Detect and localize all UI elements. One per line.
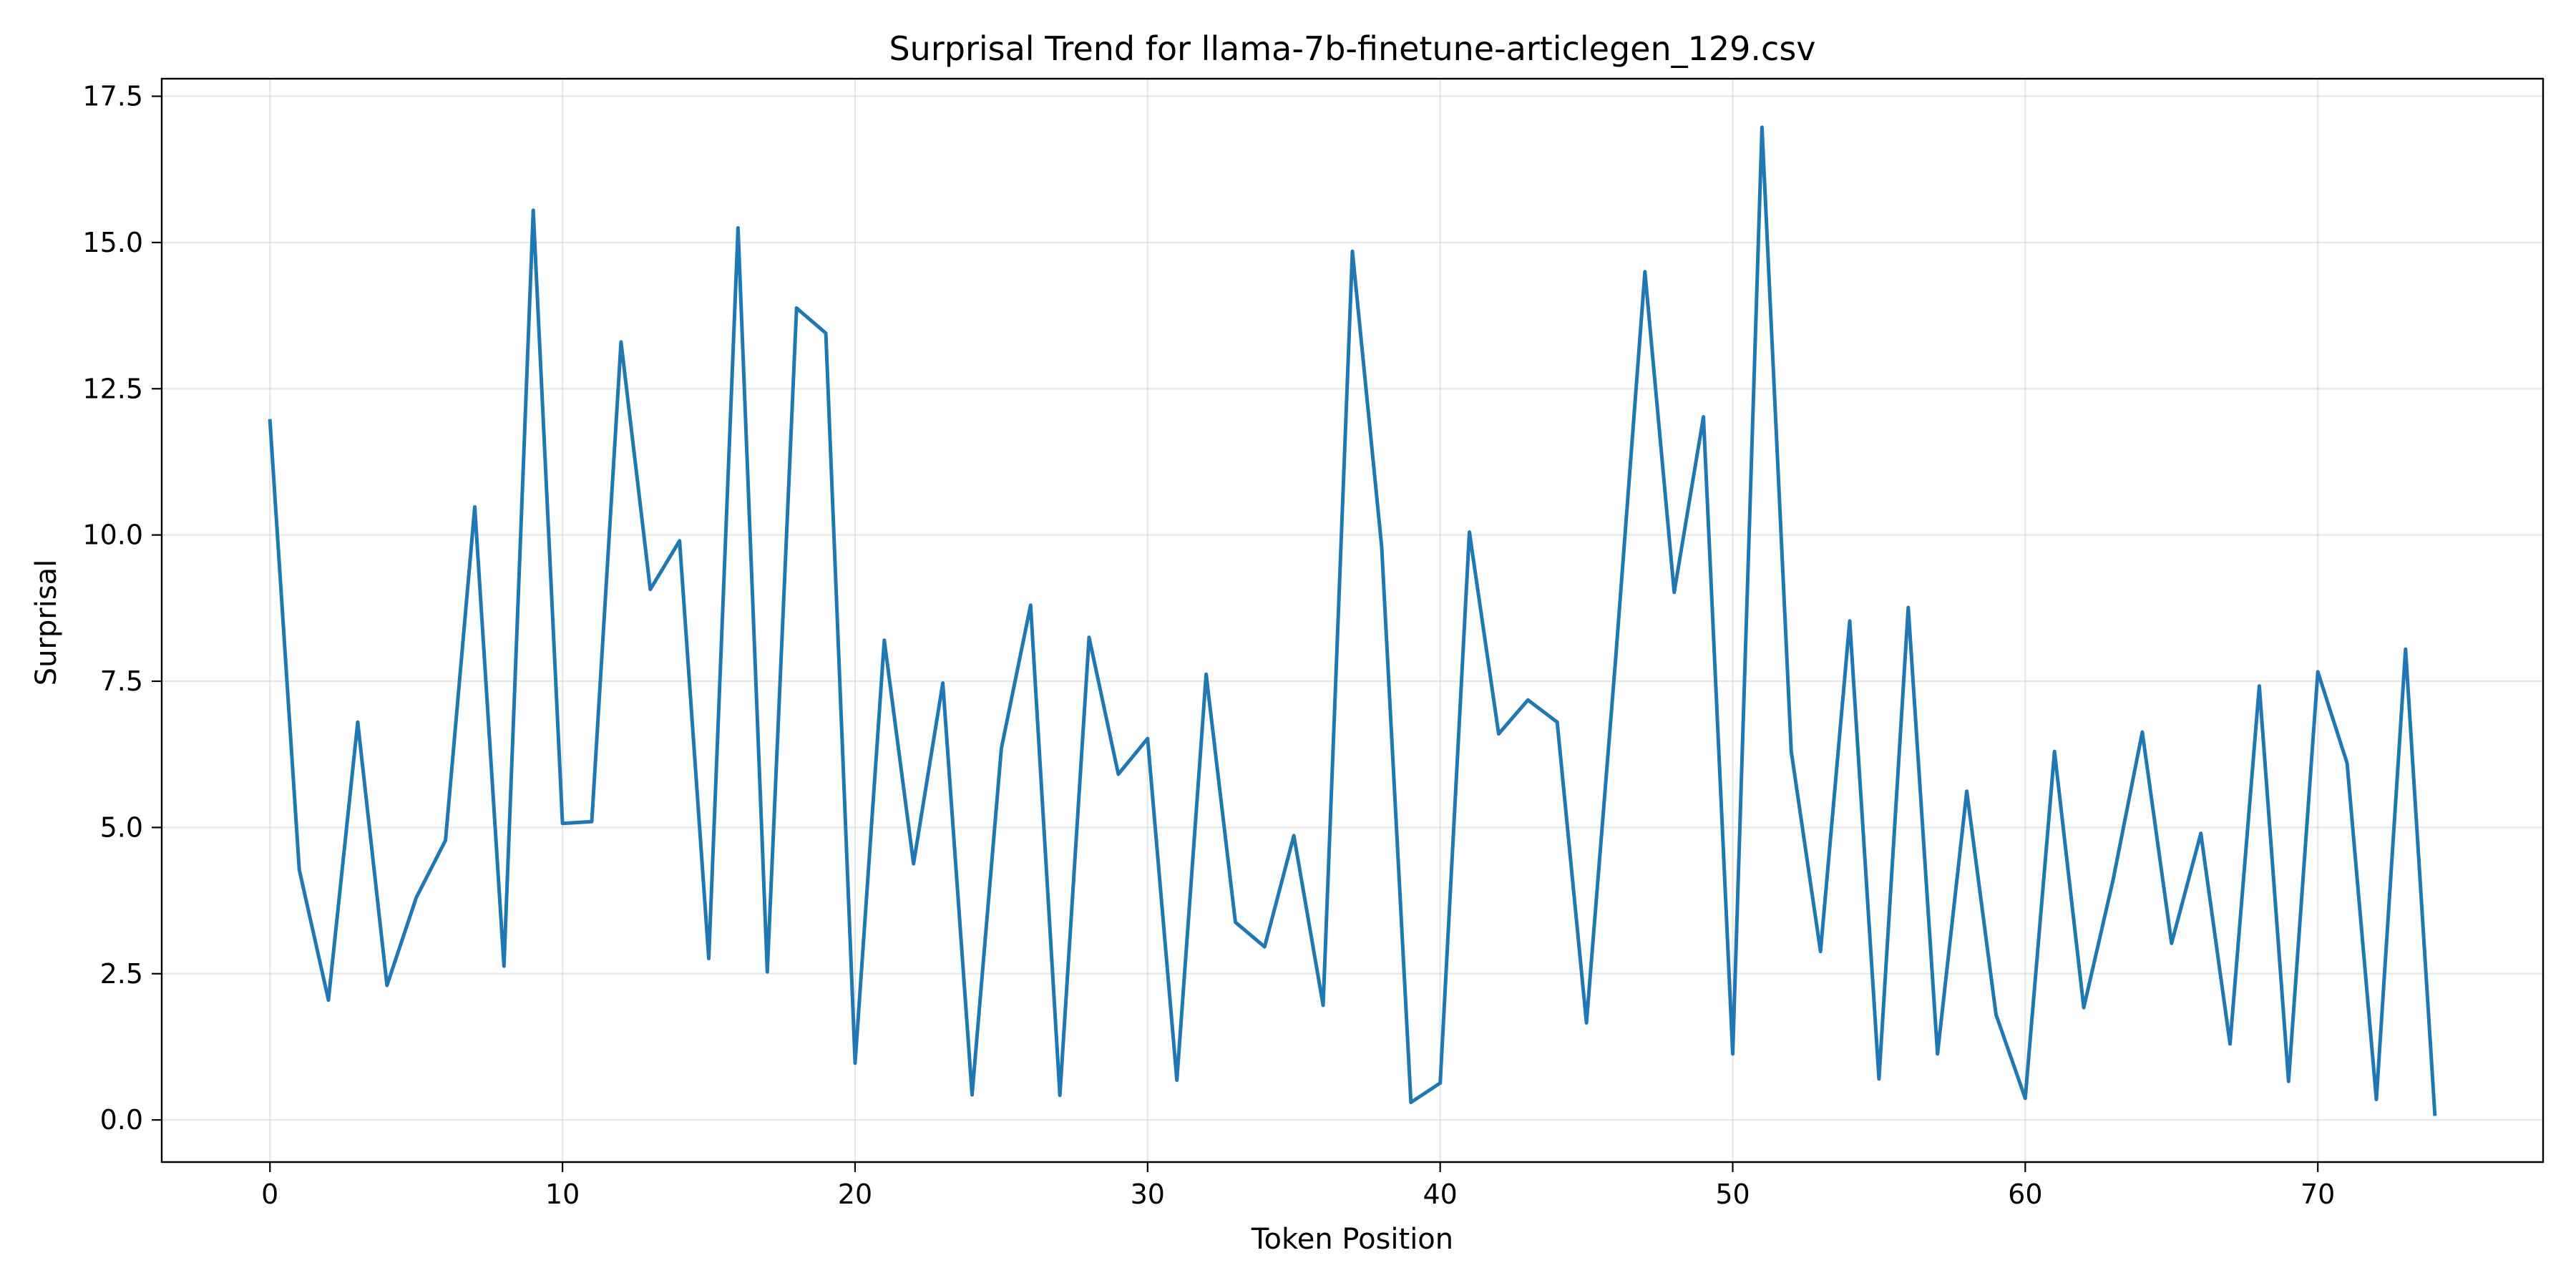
y-tick-label: 12.5 — [82, 373, 143, 404]
x-tick-label: 40 — [1423, 1179, 1457, 1210]
x-tick-label: 20 — [838, 1179, 872, 1210]
y-tick-label: 15.0 — [82, 227, 143, 258]
y-tick-label: 5.0 — [100, 811, 143, 843]
x-tick-label: 10 — [545, 1179, 580, 1210]
y-axis-title: Surprisal — [30, 560, 63, 686]
chart-title: Surprisal Trend for llama-7b-finetune-ar… — [889, 29, 1815, 68]
series-layer — [268, 125, 2437, 1116]
x-tick-label: 50 — [1715, 1179, 1750, 1210]
x-tick-label: 0 — [261, 1179, 278, 1210]
grid-lines — [162, 79, 2543, 1162]
x-tick-label: 30 — [1131, 1179, 1165, 1210]
y-tick-label: 7.5 — [100, 665, 143, 697]
plot-frame — [160, 77, 2545, 1163]
y-tick-label: 17.5 — [82, 81, 143, 112]
y-tick-label: 2.5 — [100, 958, 143, 990]
series-line — [268, 125, 2437, 1116]
axis-ticks: 0 10 20 30 40 50 60 70 0.0 2.5 5.0 7.5 10.0 12.5 15.0 1… — [82, 81, 2335, 1210]
y-tick-label: 10.0 — [82, 519, 143, 551]
y-tick-label: 0.0 — [100, 1104, 143, 1136]
x-tick-label: 70 — [2301, 1179, 2335, 1210]
x-axis-title: Token Position — [1251, 1223, 1453, 1256]
x-tick-label: 60 — [2008, 1179, 2042, 1210]
